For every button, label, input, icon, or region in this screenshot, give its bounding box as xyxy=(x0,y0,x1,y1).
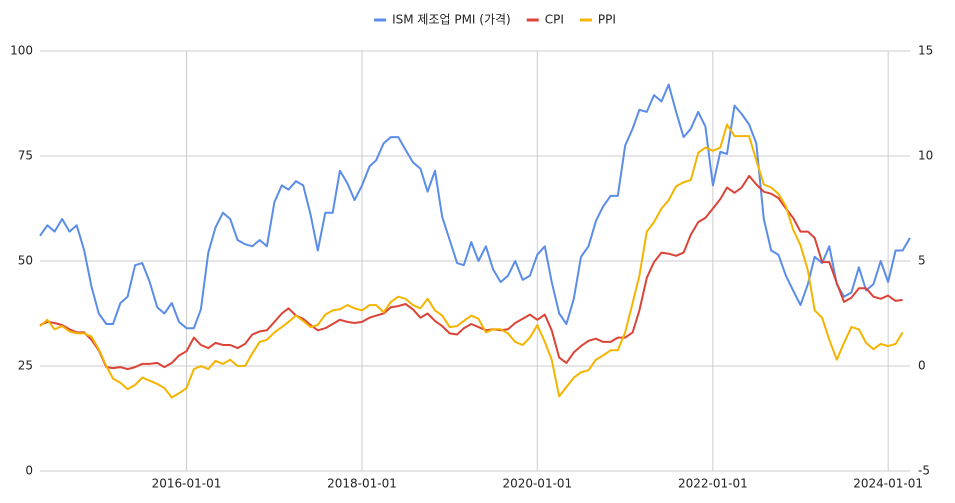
y2-tick-label: 10 xyxy=(918,149,933,163)
legend-label: ISM 제조업 PMI (가격) xyxy=(392,13,511,27)
y2-tick-label: 0 xyxy=(918,359,926,373)
x-tick-label: 2016-01-01 xyxy=(152,477,222,491)
y-tick-label: 25 xyxy=(18,359,33,373)
y2-tick-label: 5 xyxy=(918,254,926,268)
series-line xyxy=(39,83,911,330)
series-line xyxy=(39,123,904,399)
y-tick-label: 75 xyxy=(18,149,33,163)
x-tick-label: 2020-01-01 xyxy=(502,477,572,491)
legend-label: PPI xyxy=(598,13,616,27)
x-tick-label: 2024-01-01 xyxy=(853,477,923,491)
series-line xyxy=(39,174,903,371)
y2-tick-label: -5 xyxy=(918,464,930,478)
y-tick-label: 100 xyxy=(10,44,33,58)
y2-tick-label: 15 xyxy=(918,44,933,58)
x-tick-label: 2022-01-01 xyxy=(678,477,748,491)
y-tick-label: 50 xyxy=(18,254,33,268)
y-tick-label: 0 xyxy=(25,464,33,478)
legend-label: CPI xyxy=(545,13,564,27)
x-tick-label: 2018-01-01 xyxy=(327,477,397,491)
